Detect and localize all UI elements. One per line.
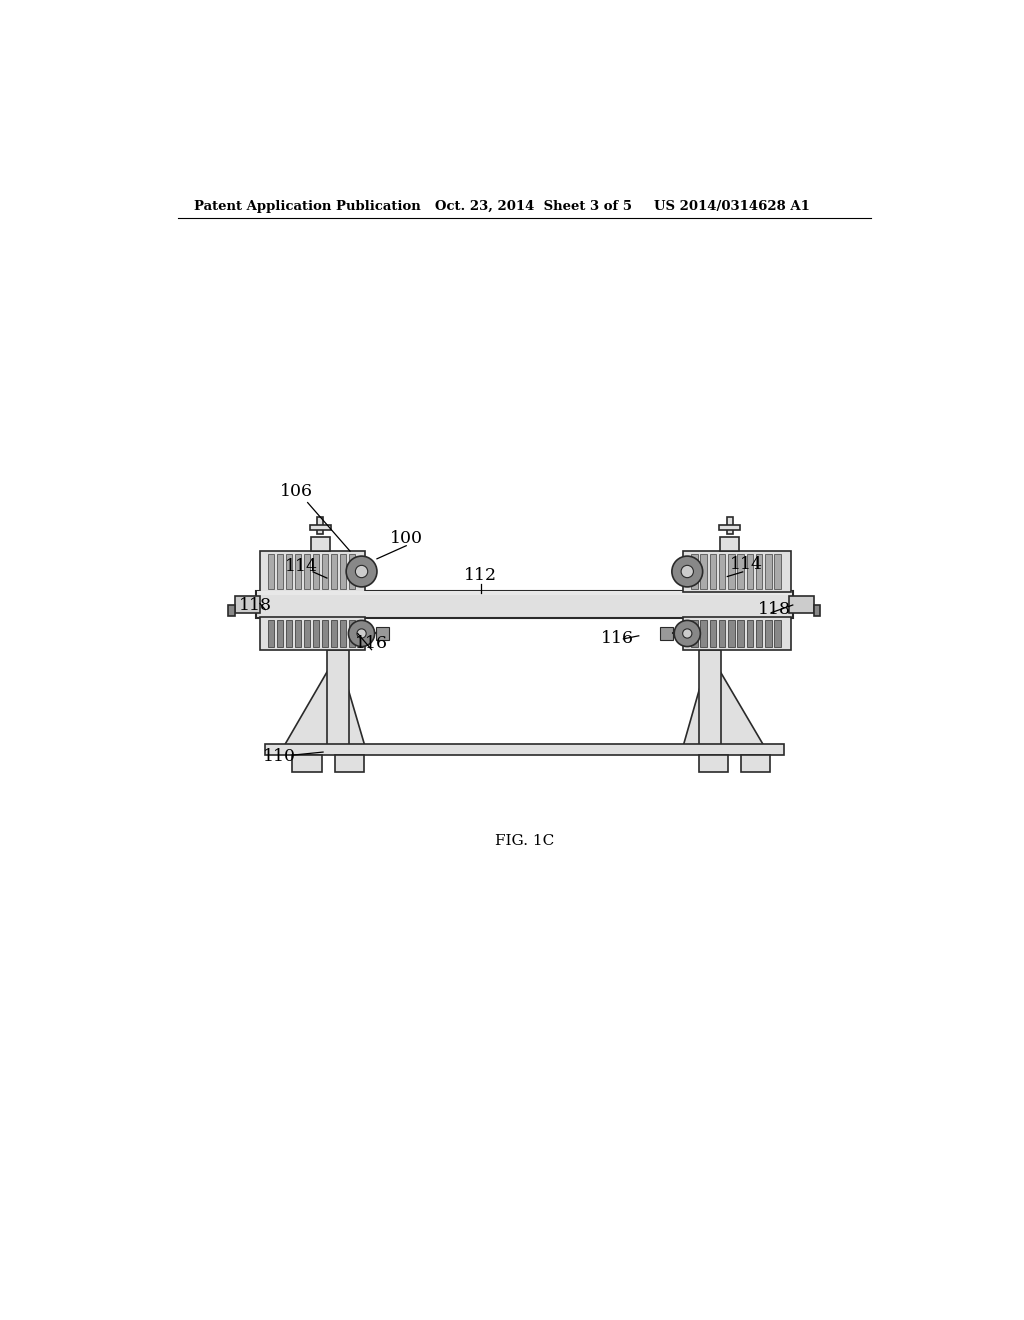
Text: FIG. 1C: FIG. 1C bbox=[496, 834, 554, 847]
Text: 110: 110 bbox=[263, 748, 296, 766]
Bar bbox=[746, 619, 753, 647]
Bar bbox=[257, 591, 792, 595]
Bar bbox=[737, 619, 743, 647]
Text: Oct. 23, 2014  Sheet 3 of 5: Oct. 23, 2014 Sheet 3 of 5 bbox=[435, 199, 632, 213]
Text: 114: 114 bbox=[730, 557, 763, 573]
Circle shape bbox=[672, 556, 702, 587]
Bar bbox=[304, 554, 310, 589]
Circle shape bbox=[346, 556, 377, 587]
Bar bbox=[322, 619, 328, 647]
Bar bbox=[719, 554, 725, 589]
Bar bbox=[340, 554, 346, 589]
Bar bbox=[788, 597, 814, 612]
Bar bbox=[312, 554, 318, 589]
Bar bbox=[719, 525, 740, 529]
Text: US 2014/0314628 A1: US 2014/0314628 A1 bbox=[654, 199, 810, 213]
Circle shape bbox=[355, 565, 368, 578]
Bar bbox=[727, 517, 733, 535]
Circle shape bbox=[357, 628, 367, 638]
Bar bbox=[814, 606, 820, 616]
Bar bbox=[765, 554, 771, 589]
Text: Patent Application Publication: Patent Application Publication bbox=[194, 199, 421, 213]
Bar bbox=[234, 597, 260, 612]
Bar bbox=[317, 517, 324, 535]
Bar bbox=[286, 554, 292, 589]
Bar bbox=[349, 554, 355, 589]
Bar bbox=[276, 619, 283, 647]
Text: 118: 118 bbox=[758, 601, 791, 618]
Bar bbox=[327, 649, 349, 744]
Bar bbox=[260, 552, 366, 591]
Text: 112: 112 bbox=[464, 568, 498, 585]
Bar bbox=[728, 619, 734, 647]
Bar bbox=[322, 554, 328, 589]
Bar bbox=[295, 554, 301, 589]
Text: 118: 118 bbox=[239, 597, 271, 614]
Bar bbox=[309, 525, 331, 529]
Bar bbox=[700, 554, 707, 589]
Bar bbox=[719, 619, 725, 647]
Text: 114: 114 bbox=[285, 558, 318, 576]
Bar bbox=[349, 619, 355, 647]
Text: 100: 100 bbox=[390, 529, 423, 546]
Bar bbox=[756, 554, 762, 589]
Bar bbox=[756, 619, 762, 647]
Bar bbox=[312, 619, 318, 647]
Bar bbox=[720, 537, 739, 552]
FancyBboxPatch shape bbox=[376, 627, 388, 640]
Bar bbox=[774, 554, 780, 589]
Bar bbox=[267, 619, 274, 647]
Bar bbox=[286, 619, 292, 647]
Bar bbox=[746, 554, 753, 589]
Bar bbox=[267, 554, 274, 589]
Bar bbox=[741, 755, 770, 772]
Polygon shape bbox=[285, 653, 365, 744]
Bar bbox=[304, 619, 310, 647]
Bar bbox=[698, 649, 721, 744]
Bar bbox=[683, 552, 792, 591]
Bar bbox=[774, 619, 780, 647]
Bar bbox=[691, 619, 697, 647]
Polygon shape bbox=[683, 653, 764, 744]
Bar bbox=[683, 618, 792, 649]
Bar bbox=[260, 618, 366, 649]
Circle shape bbox=[674, 620, 700, 647]
Bar bbox=[691, 554, 697, 589]
Bar bbox=[276, 554, 283, 589]
Circle shape bbox=[683, 628, 692, 638]
Bar bbox=[700, 619, 707, 647]
Bar bbox=[295, 619, 301, 647]
Bar bbox=[698, 755, 728, 772]
Text: 106: 106 bbox=[280, 483, 312, 499]
Bar bbox=[256, 591, 793, 618]
Bar bbox=[710, 619, 716, 647]
Bar bbox=[737, 554, 743, 589]
Text: 116: 116 bbox=[601, 631, 634, 647]
Bar bbox=[311, 537, 330, 552]
Bar bbox=[340, 619, 346, 647]
Bar bbox=[228, 606, 234, 616]
Bar bbox=[331, 554, 337, 589]
Bar bbox=[265, 743, 783, 755]
Bar bbox=[710, 554, 716, 589]
Circle shape bbox=[348, 620, 375, 647]
Bar bbox=[728, 554, 734, 589]
Bar bbox=[335, 755, 364, 772]
FancyBboxPatch shape bbox=[660, 627, 673, 640]
Bar bbox=[765, 619, 771, 647]
Bar bbox=[292, 755, 322, 772]
Text: 116: 116 bbox=[355, 635, 388, 652]
Bar bbox=[331, 619, 337, 647]
Circle shape bbox=[681, 565, 693, 578]
